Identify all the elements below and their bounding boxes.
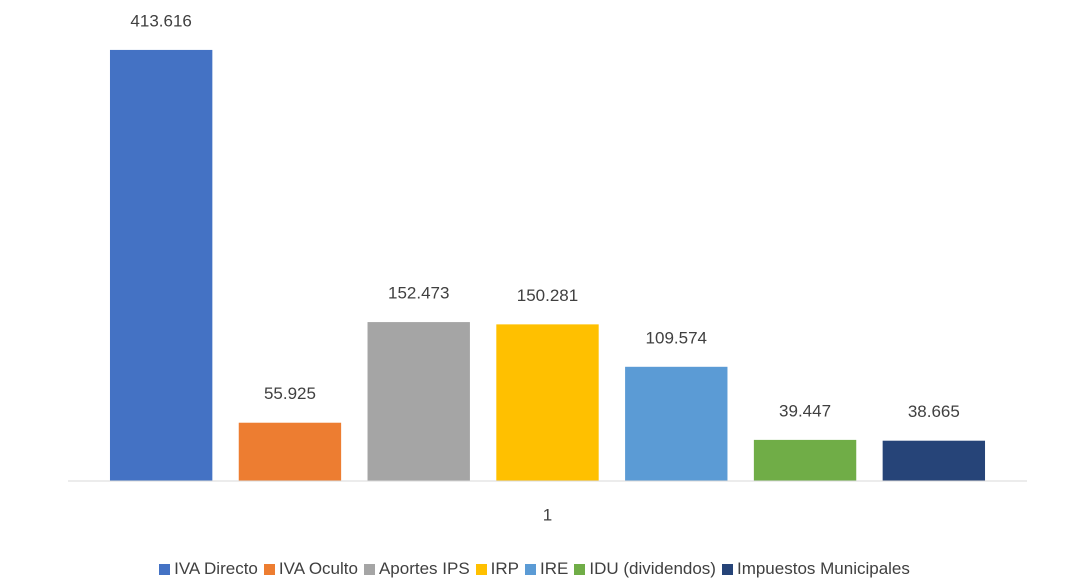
data-label: 38.665 — [908, 402, 960, 421]
legend-label: Impuestos Municipales — [736, 559, 910, 578]
data-label: 150.281 — [517, 286, 578, 305]
bar — [367, 322, 470, 481]
legend-label: IVA Directo — [174, 559, 258, 578]
legend-item: IVA Oculto — [263, 559, 358, 579]
legend-item: Aportes IPS — [363, 559, 470, 579]
legend: IVA Directo IVA Oculto Aportes IPS IRP IRE ID… — [0, 557, 1075, 581]
bar — [109, 49, 213, 481]
x-tick-label: 1 — [543, 505, 552, 524]
legend-swatch — [475, 563, 487, 575]
legend-swatch — [363, 563, 375, 575]
bar — [753, 439, 857, 481]
legend-swatch — [159, 563, 171, 575]
data-label: 39.447 — [779, 401, 831, 420]
data-label: 152.473 — [388, 284, 449, 303]
legend-item: IVA Directo — [159, 559, 258, 579]
bar — [625, 366, 728, 481]
legend-item: Impuestos Municipales — [721, 559, 910, 579]
legend-swatch — [721, 563, 733, 575]
legend-item: IRE — [525, 559, 568, 579]
bar — [496, 324, 599, 481]
data-label: 413.616 — [130, 11, 191, 30]
data-label: 55.925 — [264, 384, 316, 403]
legend-swatch — [574, 563, 586, 575]
legend-label: IRE — [540, 559, 569, 578]
legend-swatch — [525, 563, 537, 575]
legend-label: Aportes IPS — [378, 559, 470, 578]
legend-item: IRP — [475, 559, 520, 579]
legend-swatch — [263, 563, 275, 575]
legend-label: IVA Oculto — [278, 559, 358, 578]
bar — [238, 422, 342, 481]
chart: 413.616 55.925 152.473 150.281 109.574 39.447… — [68, 11, 1027, 524]
bar — [882, 440, 986, 481]
legend-item: IDU (dividendos) — [574, 559, 716, 579]
legend-label: IRP — [490, 559, 520, 578]
data-label: 109.574 — [646, 328, 707, 347]
legend-label: IDU (dividendos) — [589, 559, 716, 578]
